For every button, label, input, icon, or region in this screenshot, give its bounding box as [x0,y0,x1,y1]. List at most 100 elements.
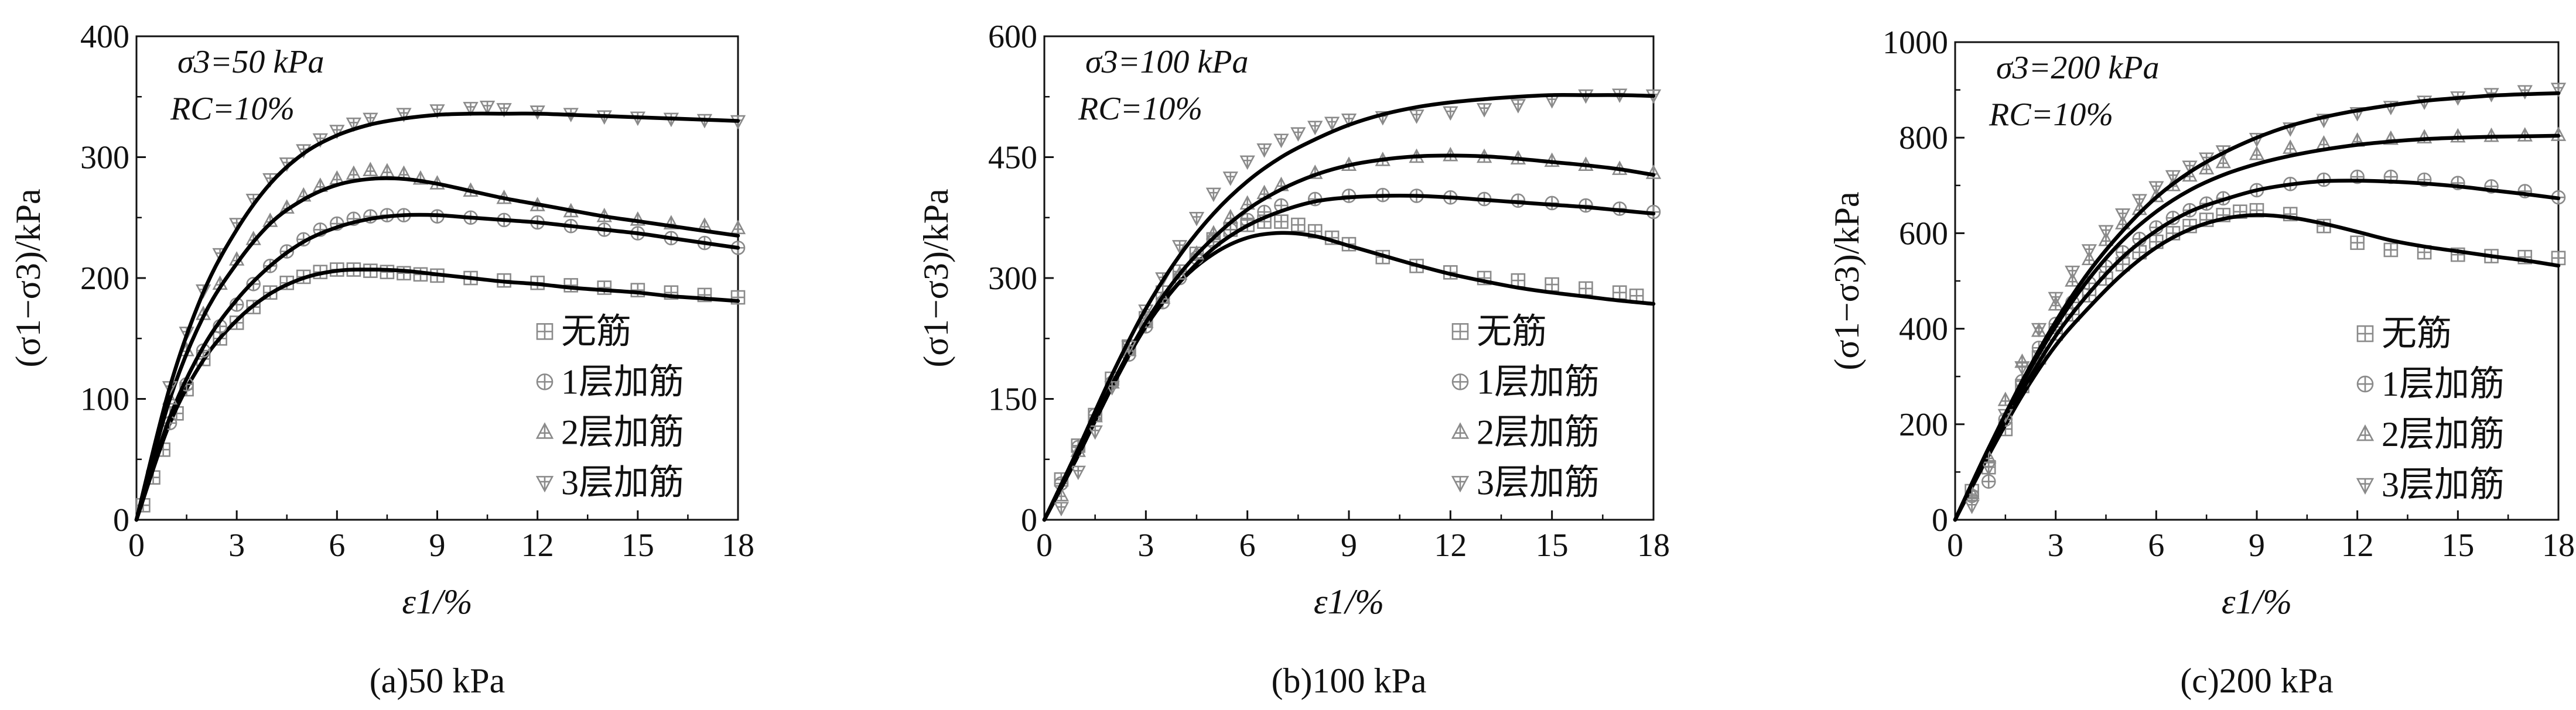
series-2 [134,162,746,522]
fit-curve [1953,213,2561,522]
panel-caption: (b)100 kPa [1272,661,1427,700]
x-tick-label: 0 [128,527,145,564]
legend-label: 2层加筋 [561,413,684,451]
data-point-invtriangle [1222,172,1238,186]
y-tick-label: 450 [988,140,1037,176]
data-point-invtriangle [479,101,496,115]
x-tick-label: 3 [1137,527,1154,564]
data-point-invtriangle [1205,187,1222,203]
series-3 [1042,88,1662,522]
data-point-invtriangle [2014,361,2030,376]
data-point-invtriangle [1451,476,1470,493]
data-point-triangle [2249,145,2265,160]
x-tick-label: 6 [2148,527,2164,564]
series-3 [134,101,746,522]
x-tick-label: 15 [1536,527,1569,564]
legend-label: 无筋 [2382,314,2452,353]
x-tick-label: 18 [722,527,754,564]
panel-b: (b)100 kPa σ3=100 kPa RC=10% ε1/% (σ1−σ3… [917,19,1670,700]
data-point-triangle [379,163,395,178]
x-tick-label: 9 [1341,527,1357,564]
y-axis-label: (σ1−σ3)/kPa [917,188,955,367]
x-tick-label: 6 [329,527,345,564]
series-2 [1042,146,1662,522]
rc-annotation: RC=10% [1078,91,1202,127]
legend-label: 3层加筋 [2382,465,2505,504]
y-tick-label: 0 [1932,502,1948,538]
data-point-boxplus [697,287,712,303]
data-point-invtriangle [1443,106,1458,121]
y-tick-label: 800 [1899,120,1948,156]
x-tick-label: 9 [2249,527,2265,564]
data-point-oplus [536,373,554,390]
data-point-invtriangle [1070,465,1086,481]
data-point-invtriangle [1087,425,1103,440]
data-point-triangle [363,162,378,176]
data-point-boxplus [1511,273,1526,288]
x-tick-label: 0 [1036,527,1053,564]
data-point-oplus [2484,179,2499,194]
y-tick-label: 600 [1899,215,1948,252]
legend-label: 2层加筋 [2382,415,2505,454]
data-point-invtriangle [1290,127,1306,142]
fit-curve [134,267,740,522]
data-point-invtriangle [2165,170,2181,185]
data-point-boxplus [1451,323,1469,340]
data-point-oplus [2451,176,2465,191]
x-tick-label: 12 [521,527,554,564]
x-axis-label: ε1/% [402,582,472,621]
sigma3-annotation: σ3=100 kPa [1085,44,1248,80]
y-tick-label: 400 [1899,311,1948,348]
legend-label: 3层加筋 [1477,463,1600,502]
data-point-boxplus [1545,277,1559,292]
data-point-invtriangle [1476,103,1492,118]
x-tick-label: 9 [429,527,446,564]
legend-label: 1层加筋 [2382,365,2505,403]
y-tick-label: 200 [80,260,129,297]
y-tick-label: 0 [1021,502,1037,538]
sigma3-annotation: σ3=50 kPa [177,44,324,80]
data-point-invtriangle [2148,181,2164,196]
sigma3-annotation: σ3=200 kPa [1996,50,2159,86]
x-tick-label: 12 [1434,527,1467,564]
x-tick-label: 18 [2542,527,2575,564]
data-point-invtriangle [1324,116,1340,132]
x-tick-label: 0 [1947,527,1963,564]
x-axis-label: ε1/% [2222,582,2292,621]
data-point-oplus [2356,375,2374,393]
y-tick-label: 0 [113,502,129,538]
legend-label: 1层加筋 [1477,362,1600,401]
series-1 [134,208,746,522]
data-point-invtriangle [2098,225,2114,240]
fit-curve [134,111,740,522]
panel-c: (c)200 kPa σ3=200 kPa RC=10% ε1/% (σ1−σ3… [1827,25,2575,700]
data-point-invtriangle [2048,291,2063,307]
data-point-invtriangle [1256,143,1272,158]
rc-annotation: RC=10% [170,91,295,127]
y-tick-label: 200 [1899,407,1948,443]
data-point-invtriangle [1307,121,1323,136]
x-tick-label: 15 [2441,527,2474,564]
data-point-oplus [1981,474,1996,489]
y-axis-label: (σ1−σ3)/kPa [9,188,47,367]
x-tick-label: 12 [2341,527,2374,564]
series-1 [1953,169,2566,522]
x-axis-label: ε1/% [1314,582,1384,621]
series-0 [134,262,746,522]
panel-caption: (c)200 kPa [2180,661,2334,700]
data-point-invtriangle [2081,244,2097,259]
data-point-triangle [535,422,554,439]
data-point-triangle [1997,392,2014,406]
legend-label: 1层加筋 [561,362,684,401]
data-point-boxplus [1274,214,1289,229]
data-point-invtriangle [2356,478,2375,495]
data-point-invtriangle [1409,109,1424,124]
data-point-triangle [1451,422,1470,439]
data-point-invtriangle [1053,502,1070,517]
y-axis-label: (σ1−σ3)/kPa [1827,191,1866,370]
data-point-boxplus [2383,242,2399,258]
data-point-boxplus [1579,281,1593,296]
legend-label: 3层加筋 [561,463,684,502]
fit-curve [1953,179,2561,522]
y-tick-label: 100 [80,382,129,418]
